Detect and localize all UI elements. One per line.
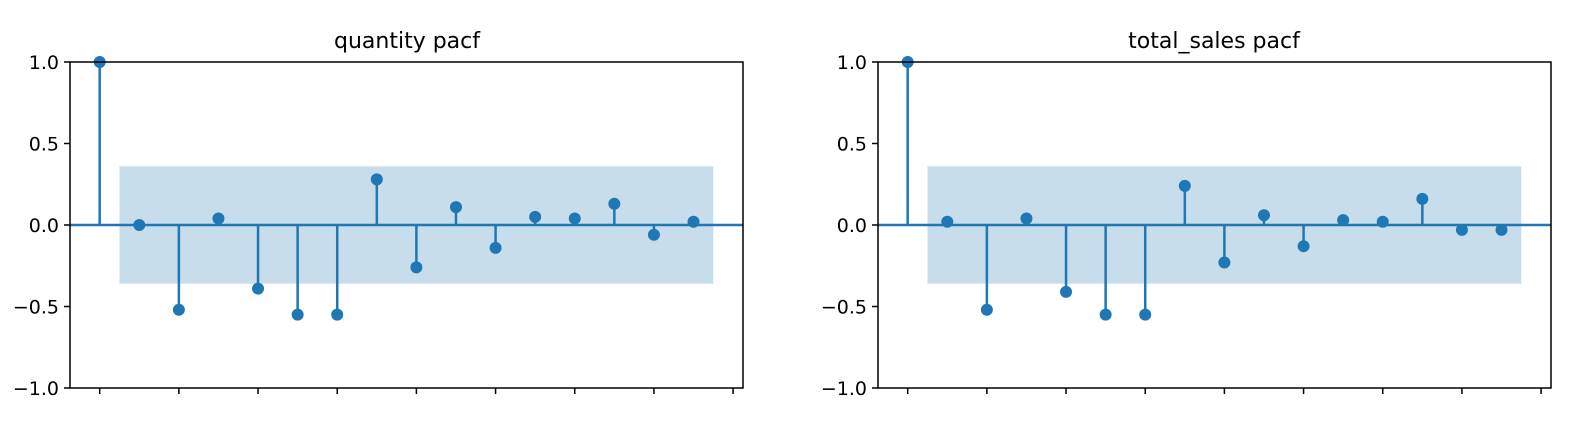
stem-marker: [212, 212, 225, 225]
chart-title: total_sales pacf: [1128, 29, 1301, 54]
stem-marker: [941, 215, 954, 228]
stem-marker: [1297, 240, 1310, 253]
y-tick-label: 1.0: [837, 52, 867, 74]
stem-marker: [1495, 223, 1508, 236]
stem-marker: [370, 173, 383, 186]
quantity-pacf-panel: quantity pacf −1.0 −0.5 0.0 0.5 1.0: [13, 29, 744, 400]
stem-marker: [410, 261, 423, 274]
stem-marker: [489, 241, 502, 254]
stem-marker: [1257, 209, 1270, 222]
stem-marker: [980, 303, 993, 316]
stem-marker: [568, 212, 581, 225]
y-tick-label: −0.5: [13, 297, 59, 319]
total-sales-pacf-panel: total_sales pacf −1.0 −0.5 0.0 0.5 1.0: [821, 29, 1552, 400]
stem-marker: [252, 282, 265, 295]
stem-marker: [1178, 179, 1191, 192]
stem-marker: [529, 210, 542, 223]
y-tick-label: −0.5: [821, 297, 867, 319]
y-tick-label: 0.0: [837, 215, 867, 237]
y-tick-label: 0.5: [29, 134, 59, 156]
stem-marker: [1416, 192, 1429, 205]
y-tick-label: −1.0: [821, 378, 867, 400]
stem-marker: [1060, 285, 1073, 298]
stem-marker: [647, 228, 660, 241]
y-tick-label: −1.0: [13, 378, 59, 400]
stem-marker: [687, 215, 700, 228]
stem-marker: [1139, 308, 1152, 321]
stem-marker: [1218, 256, 1231, 269]
stem-marker: [1376, 215, 1389, 228]
y-tick-label: 0.5: [837, 134, 867, 156]
stem-marker: [608, 197, 621, 210]
stem-marker: [331, 308, 344, 321]
chart-title: quantity pacf: [334, 29, 481, 54]
stem-marker: [291, 308, 304, 321]
stem-marker: [172, 303, 185, 316]
stem-marker: [1020, 212, 1033, 225]
stem-marker: [1099, 308, 1112, 321]
stem-marker: [1455, 223, 1468, 236]
stem-marker: [133, 219, 146, 231]
stem-marker: [1337, 214, 1350, 227]
y-tick-label: 1.0: [29, 52, 59, 74]
stem-marker: [449, 201, 462, 214]
y-tick-label: 0.0: [29, 215, 59, 237]
